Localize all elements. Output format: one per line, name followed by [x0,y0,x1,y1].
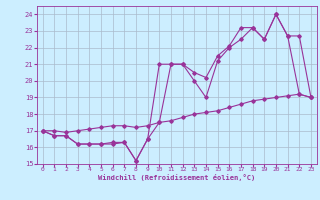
X-axis label: Windchill (Refroidissement éolien,°C): Windchill (Refroidissement éolien,°C) [98,174,255,181]
